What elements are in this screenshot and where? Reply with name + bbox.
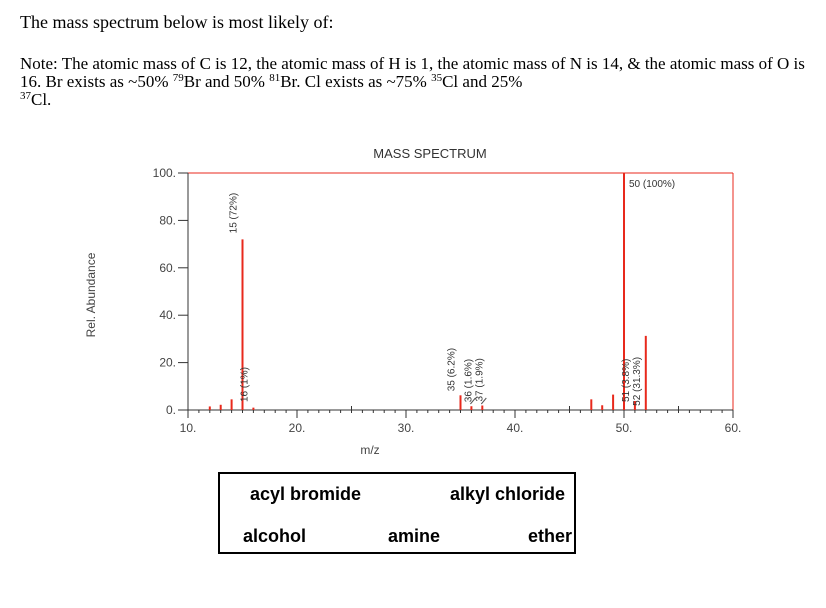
peak-label-mz-37: 37 (1.9%) bbox=[474, 358, 485, 401]
x-tick-label: 40. bbox=[507, 421, 524, 435]
y-tick-label: 20. bbox=[159, 356, 176, 370]
x-tick-label: 10. bbox=[180, 421, 197, 435]
x-tick-label: 30. bbox=[398, 421, 415, 435]
answer-acyl-bromide[interactable]: acyl bromide bbox=[250, 484, 362, 504]
answer-ether[interactable]: ether bbox=[528, 526, 573, 546]
chart-title: MASS SPECTRUM bbox=[373, 146, 486, 161]
leader-line-mz-36 bbox=[470, 397, 476, 405]
peak-label-mz-15: 15 (72%) bbox=[229, 193, 240, 234]
x-tick-label: 60. bbox=[725, 421, 742, 435]
leader-line-mz-37 bbox=[480, 397, 487, 405]
x-tick-label: 20. bbox=[289, 421, 306, 435]
x-axis-label: m/z bbox=[360, 443, 379, 457]
mass-spectrum-chart: MASS SPECTRUM 0. 20. 40. 60. 80. 100. 10. 20. 30.… bbox=[84, 146, 742, 457]
y-tick-label: 60. bbox=[159, 261, 176, 275]
answer-amine[interactable]: amine bbox=[388, 526, 441, 546]
y-tick-label: 0. bbox=[166, 403, 176, 417]
peak-label-mz-50: 50 (100%) bbox=[629, 179, 675, 190]
answer-alcohol[interactable]: alcohol bbox=[243, 526, 307, 546]
y-tick-label: 40. bbox=[159, 308, 176, 322]
peak-label-mz-35: 35 (6.2%) bbox=[447, 348, 458, 391]
peak-label-mz-51: 51 (3.8%) bbox=[621, 359, 632, 402]
peak-label-mz-52: 52 (31.3%) bbox=[632, 357, 643, 406]
y-tick-label: 100. bbox=[153, 166, 176, 180]
y-tick-label: 80. bbox=[159, 213, 176, 227]
answer-alkyl-chloride[interactable]: alkyl chloride bbox=[450, 484, 566, 504]
y-axis-label: Rel. Abundance bbox=[84, 252, 98, 337]
x-tick-label: 50. bbox=[616, 421, 633, 435]
note-text: Note: The atomic mass of C is 12, the at… bbox=[20, 54, 805, 109]
answer-choices-box: acyl bromide alkyl chloride alcohol amin… bbox=[218, 472, 576, 554]
peak-label-mz-36: 36 (1.6%) bbox=[463, 359, 474, 402]
peak-label-mz-16: 16 (1%) bbox=[239, 367, 250, 402]
question-text: The mass spectrum below is most likely o… bbox=[20, 12, 334, 32]
